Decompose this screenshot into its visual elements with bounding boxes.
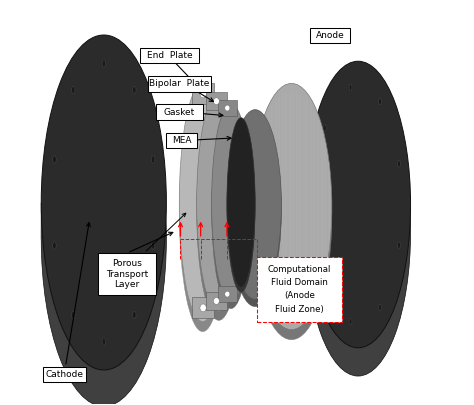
Ellipse shape — [227, 118, 255, 287]
Ellipse shape — [378, 304, 381, 311]
Ellipse shape — [306, 61, 410, 348]
Ellipse shape — [179, 83, 226, 322]
FancyBboxPatch shape — [218, 286, 237, 302]
Ellipse shape — [41, 71, 166, 405]
Ellipse shape — [213, 98, 219, 104]
Ellipse shape — [72, 311, 75, 319]
Ellipse shape — [133, 311, 136, 319]
Ellipse shape — [229, 110, 282, 299]
Ellipse shape — [102, 338, 106, 345]
FancyBboxPatch shape — [310, 28, 350, 43]
Ellipse shape — [378, 98, 381, 105]
FancyBboxPatch shape — [206, 292, 227, 310]
FancyBboxPatch shape — [140, 48, 199, 63]
FancyBboxPatch shape — [218, 100, 237, 116]
Ellipse shape — [102, 60, 106, 67]
FancyBboxPatch shape — [206, 92, 227, 111]
Ellipse shape — [251, 83, 332, 330]
FancyBboxPatch shape — [148, 76, 211, 92]
Ellipse shape — [229, 117, 282, 307]
FancyBboxPatch shape — [98, 253, 156, 295]
Ellipse shape — [227, 123, 255, 292]
Ellipse shape — [323, 125, 326, 131]
Ellipse shape — [53, 242, 56, 249]
Ellipse shape — [398, 242, 401, 248]
Text: Gasket: Gasket — [164, 108, 195, 117]
FancyBboxPatch shape — [192, 297, 214, 318]
Text: Porous
Transport
Layer: Porous Transport Layer — [106, 259, 148, 289]
Text: Bipolar  Plate: Bipolar Plate — [149, 79, 210, 88]
Ellipse shape — [41, 35, 166, 370]
Text: Anode: Anode — [316, 31, 344, 40]
Ellipse shape — [152, 156, 155, 163]
Ellipse shape — [133, 86, 136, 94]
FancyBboxPatch shape — [257, 257, 342, 322]
Ellipse shape — [225, 291, 230, 297]
Text: Cathode: Cathode — [46, 370, 83, 379]
Ellipse shape — [200, 90, 206, 98]
Text: Computational
Fluid Domain
(Anode
Fluid Zone): Computational Fluid Domain (Anode Fluid … — [268, 265, 331, 313]
FancyBboxPatch shape — [166, 133, 197, 148]
Ellipse shape — [211, 104, 250, 301]
Ellipse shape — [313, 201, 316, 208]
Ellipse shape — [197, 94, 241, 311]
Ellipse shape — [200, 304, 206, 312]
Ellipse shape — [197, 102, 241, 320]
FancyBboxPatch shape — [192, 83, 214, 104]
FancyBboxPatch shape — [156, 104, 203, 120]
Ellipse shape — [53, 156, 56, 163]
Ellipse shape — [349, 318, 352, 325]
FancyBboxPatch shape — [43, 367, 86, 382]
Ellipse shape — [152, 242, 155, 249]
Ellipse shape — [398, 161, 401, 167]
Ellipse shape — [323, 278, 326, 284]
Ellipse shape — [213, 298, 219, 305]
Ellipse shape — [349, 84, 352, 91]
Ellipse shape — [211, 111, 250, 309]
Ellipse shape — [306, 90, 410, 376]
Ellipse shape — [225, 105, 230, 111]
Text: MEA: MEA — [172, 136, 191, 145]
Ellipse shape — [251, 94, 332, 340]
Ellipse shape — [72, 86, 75, 94]
Text: End  Plate: End Plate — [146, 51, 192, 60]
Ellipse shape — [179, 94, 226, 332]
